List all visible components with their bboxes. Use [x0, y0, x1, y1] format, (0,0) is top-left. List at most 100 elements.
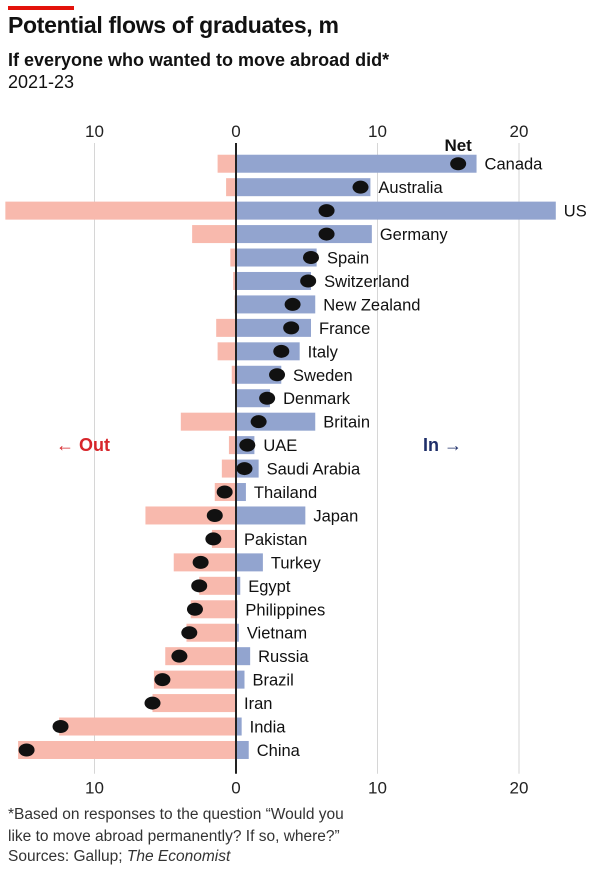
- category-label: Britain: [323, 414, 370, 432]
- x-tick-label-bottom: 0: [231, 779, 240, 798]
- x-tick-label-top: 10: [85, 122, 104, 141]
- bar-out: [18, 740, 237, 759]
- bar-in: [236, 412, 316, 431]
- net-dot: [300, 274, 317, 288]
- category-label: Turkey: [271, 554, 322, 572]
- category-label: Vietnam: [247, 625, 307, 643]
- source-prefix: Sources: Gallup;: [8, 848, 127, 865]
- category-label: Japan: [313, 507, 358, 525]
- net-dot: [18, 743, 35, 757]
- net-dot: [186, 602, 203, 616]
- category-label: China: [257, 742, 301, 760]
- bar-out: [180, 412, 236, 431]
- bar-out: [226, 178, 236, 197]
- net-dot: [205, 532, 222, 546]
- footnote-line-1: *Based on responses to the question “Wou…: [8, 806, 344, 823]
- bar-out: [216, 318, 236, 337]
- net-dot: [269, 368, 286, 382]
- net-dot: [144, 696, 161, 710]
- footnote-line-2: like to move abroad permanently? If so, …: [8, 828, 340, 845]
- bar-in: [236, 740, 249, 759]
- x-tick-label-bottom: 10: [368, 779, 387, 798]
- bar-out: [217, 342, 236, 361]
- bar-in: [236, 365, 282, 384]
- net-dot: [206, 508, 223, 522]
- category-label: US: [564, 203, 587, 221]
- x-tick-label-top: 10: [368, 122, 387, 141]
- bar-in: [236, 576, 241, 595]
- bar-in: [236, 154, 477, 173]
- bar-in: [236, 717, 242, 736]
- bar-out: [5, 201, 237, 220]
- bar-in: [236, 225, 372, 244]
- net-dot: [216, 485, 233, 499]
- category-label: Italy: [308, 343, 339, 361]
- net-dot: [273, 344, 290, 358]
- category-label: Russia: [258, 648, 309, 666]
- category-label: Egypt: [248, 578, 291, 596]
- net-series-label: Net: [444, 136, 472, 155]
- x-tick-label-top: 20: [510, 122, 529, 141]
- bar-chart: 10 10 0 0 10 10 20 20 Net Canada Australia US German…: [5, 122, 587, 798]
- brand-accent-bar: [8, 6, 74, 10]
- x-tick-label-bottom: 10: [85, 779, 104, 798]
- category-label: Canada: [485, 156, 544, 174]
- category-label: Spain: [327, 250, 369, 268]
- net-dot: [52, 720, 69, 734]
- bar-out: [59, 717, 236, 736]
- category-label: Philippines: [245, 601, 325, 619]
- net-dot: [154, 673, 171, 687]
- net-dot: [318, 204, 335, 218]
- bar-out: [152, 694, 236, 713]
- bar-out: [217, 154, 236, 173]
- bar-out: [192, 225, 236, 244]
- net-dot: [192, 555, 209, 569]
- category-label: Iran: [244, 695, 272, 713]
- in-direction-label: In →: [423, 435, 462, 455]
- net-dot: [283, 321, 300, 335]
- net-dot: [171, 649, 188, 663]
- chart-period: 2021-23: [8, 72, 75, 92]
- net-dot: [352, 180, 369, 194]
- net-dot: [284, 297, 301, 311]
- bar-in: [236, 201, 556, 220]
- category-label: Denmark: [283, 390, 351, 408]
- bar-in: [236, 248, 317, 267]
- net-dot: [318, 227, 335, 241]
- category-label: Brazil: [252, 672, 293, 690]
- category-label: Sweden: [293, 367, 353, 385]
- source-note: Sources: Gallup; The Economist: [8, 848, 230, 866]
- bar-in: [236, 318, 311, 337]
- net-dot: [191, 579, 208, 593]
- net-dot: [450, 157, 467, 171]
- category-label: India: [250, 719, 287, 737]
- net-dot: [236, 462, 253, 476]
- net-dot: [181, 626, 198, 640]
- net-dot: [259, 391, 276, 405]
- x-tick-label-top: 0: [231, 122, 240, 141]
- bar-out: [231, 365, 236, 384]
- category-label: UAE: [263, 437, 297, 455]
- category-label: Germany: [380, 226, 449, 244]
- net-dot: [250, 415, 267, 429]
- bar-in: [236, 623, 239, 642]
- net-dot: [239, 438, 256, 452]
- bar-in: [236, 506, 306, 525]
- net-dot: [302, 251, 319, 265]
- bar-out: [221, 459, 236, 478]
- category-label: Australia: [378, 179, 443, 197]
- category-label: Switzerland: [324, 273, 409, 291]
- bar-in: [236, 553, 263, 572]
- source-publication: The Economist: [126, 848, 231, 865]
- category-label: Thailand: [254, 484, 317, 502]
- category-label: Saudi Arabia: [267, 461, 361, 479]
- bar-in: [236, 295, 316, 314]
- bar-out: [233, 271, 236, 290]
- chart-subtitle: If everyone who wanted to move abroad di…: [8, 50, 390, 70]
- bar-out: [230, 248, 236, 267]
- bar-out: [186, 623, 236, 642]
- x-tick-label-bottom: 20: [510, 779, 529, 798]
- category-label: New Zealand: [323, 296, 420, 314]
- bar-out: [190, 600, 236, 619]
- bar-in: [236, 483, 246, 502]
